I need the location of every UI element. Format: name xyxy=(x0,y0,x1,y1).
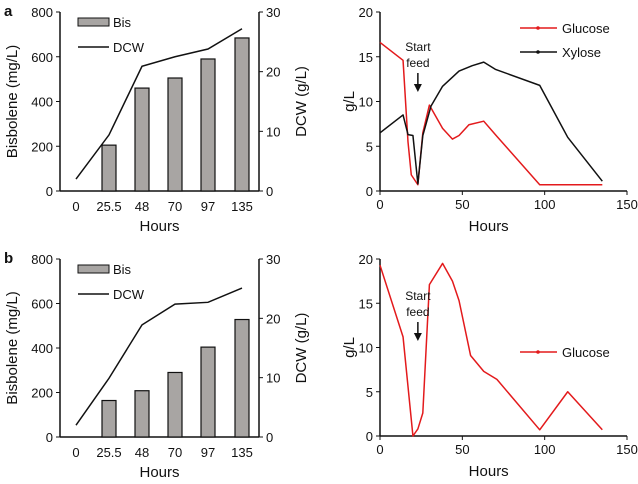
legend-swatch-bis xyxy=(77,264,110,274)
x-tick-label: 0 xyxy=(376,197,383,212)
bar-bis xyxy=(101,144,117,192)
y-tick-label: 0 xyxy=(366,184,373,199)
line-xylose xyxy=(379,61,603,185)
y2-tick-label: 10 xyxy=(266,371,280,386)
y-tick-label: 200 xyxy=(31,139,53,154)
x-tick-label: 0 xyxy=(72,199,79,214)
x-tick-label: 70 xyxy=(168,445,182,460)
y-tick-label: 10 xyxy=(359,95,373,110)
y-tick-label: 15 xyxy=(359,50,373,65)
legend-marker xyxy=(536,350,540,354)
bar-bis xyxy=(167,77,183,192)
x-tick-label: 135 xyxy=(231,199,253,214)
x-axis-label: Hours xyxy=(139,464,179,481)
bar-bis xyxy=(234,37,250,192)
x-tick-label: 0 xyxy=(376,442,383,457)
line-glucose xyxy=(379,262,603,437)
x-tick-label: 135 xyxy=(231,445,253,460)
y-tick-label: 0 xyxy=(46,430,53,445)
legend-label-dcw: DCW xyxy=(113,40,145,55)
y-tick-label: 0 xyxy=(46,184,53,199)
y2-axis-label: DCW (g/L) xyxy=(293,66,310,137)
line-glucose xyxy=(379,41,603,186)
arrow-head-icon xyxy=(413,333,422,341)
panel-label: a xyxy=(4,3,13,20)
x-tick-label: 25.5 xyxy=(96,199,121,214)
legend-label-bis: Bis xyxy=(113,262,132,277)
x-tick-label: 25.5 xyxy=(96,445,121,460)
annotation-feed: feed xyxy=(406,305,429,319)
y-tick-label: 0 xyxy=(366,429,373,444)
legend-swatch-bis xyxy=(77,17,110,27)
annotation-start: Start xyxy=(405,289,431,303)
x-tick-label: 50 xyxy=(455,442,469,457)
y-tick-label: 600 xyxy=(31,297,53,312)
y-tick-label: 5 xyxy=(366,385,373,400)
y2-tick-label: 20 xyxy=(266,311,280,326)
x-axis-label: Hours xyxy=(469,463,509,480)
line-dcw xyxy=(75,28,243,180)
legend-label-glucose: Glucose xyxy=(562,345,610,360)
y-axis-label: g/L xyxy=(341,337,358,358)
y2-tick-label: 0 xyxy=(266,184,273,199)
x-tick-label: 100 xyxy=(534,197,556,212)
x-axis-label: Hours xyxy=(139,218,179,235)
bar-bis xyxy=(167,371,183,438)
y-axis-label: g/L xyxy=(341,91,358,112)
legend-label-glucose: Glucose xyxy=(562,21,610,36)
legend-label-xylose: Xylose xyxy=(562,45,601,60)
bar-bis xyxy=(200,346,216,438)
legend-label-bis: Bis xyxy=(113,15,132,30)
line-dcw xyxy=(75,287,243,426)
y-tick-label: 5 xyxy=(366,139,373,154)
y-tick-label: 20 xyxy=(359,252,373,267)
y-tick-label: 20 xyxy=(359,5,373,20)
y-axis-label: Bisbolene (mg/L) xyxy=(4,45,21,158)
y-tick-label: 10 xyxy=(359,341,373,356)
bar-bis xyxy=(234,318,250,438)
x-axis-label: Hours xyxy=(469,218,509,235)
y2-tick-label: 30 xyxy=(266,252,280,267)
legend-marker xyxy=(536,50,540,54)
y-tick-label: 400 xyxy=(31,95,53,110)
x-tick-label: 50 xyxy=(455,197,469,212)
panel-label: b xyxy=(4,250,13,267)
x-tick-label: 48 xyxy=(135,445,149,460)
panel-a: a xyxy=(4,3,263,192)
legend-label-dcw: DCW xyxy=(113,287,145,302)
y2-axis-label: DCW (g/L) xyxy=(293,313,310,384)
annotation-start: Start xyxy=(405,40,431,54)
panel-b-right xyxy=(376,258,628,440)
y-tick-label: 600 xyxy=(31,50,53,65)
y2-tick-label: 20 xyxy=(266,65,280,80)
y2-tick-label: 0 xyxy=(266,430,273,445)
x-tick-label: 100 xyxy=(534,442,556,457)
x-tick-label: 150 xyxy=(616,197,638,212)
panel-b: b xyxy=(4,250,263,438)
y-tick-label: 15 xyxy=(359,296,373,311)
panel-a-right xyxy=(376,11,628,195)
y-tick-label: 800 xyxy=(31,252,53,267)
x-tick-label: 97 xyxy=(201,445,215,460)
y-tick-label: 400 xyxy=(31,341,53,356)
y-tick-label: 800 xyxy=(31,5,53,20)
y2-tick-label: 30 xyxy=(266,5,280,20)
bar-bis xyxy=(134,390,150,438)
x-tick-label: 97 xyxy=(201,199,215,214)
bar-bis xyxy=(200,58,216,192)
bar-bis xyxy=(101,399,117,438)
x-tick-label: 0 xyxy=(72,445,79,460)
y2-tick-label: 10 xyxy=(266,124,280,139)
y-tick-label: 200 xyxy=(31,386,53,401)
bar-bis xyxy=(134,87,150,192)
annotation-feed: feed xyxy=(406,56,429,70)
x-tick-label: 48 xyxy=(135,199,149,214)
legend-marker xyxy=(536,26,540,30)
arrow-head-icon xyxy=(413,84,422,92)
x-tick-label: 70 xyxy=(168,199,182,214)
y-axis-label: Bisbolene (mg/L) xyxy=(4,291,21,404)
x-tick-label: 150 xyxy=(616,442,638,457)
